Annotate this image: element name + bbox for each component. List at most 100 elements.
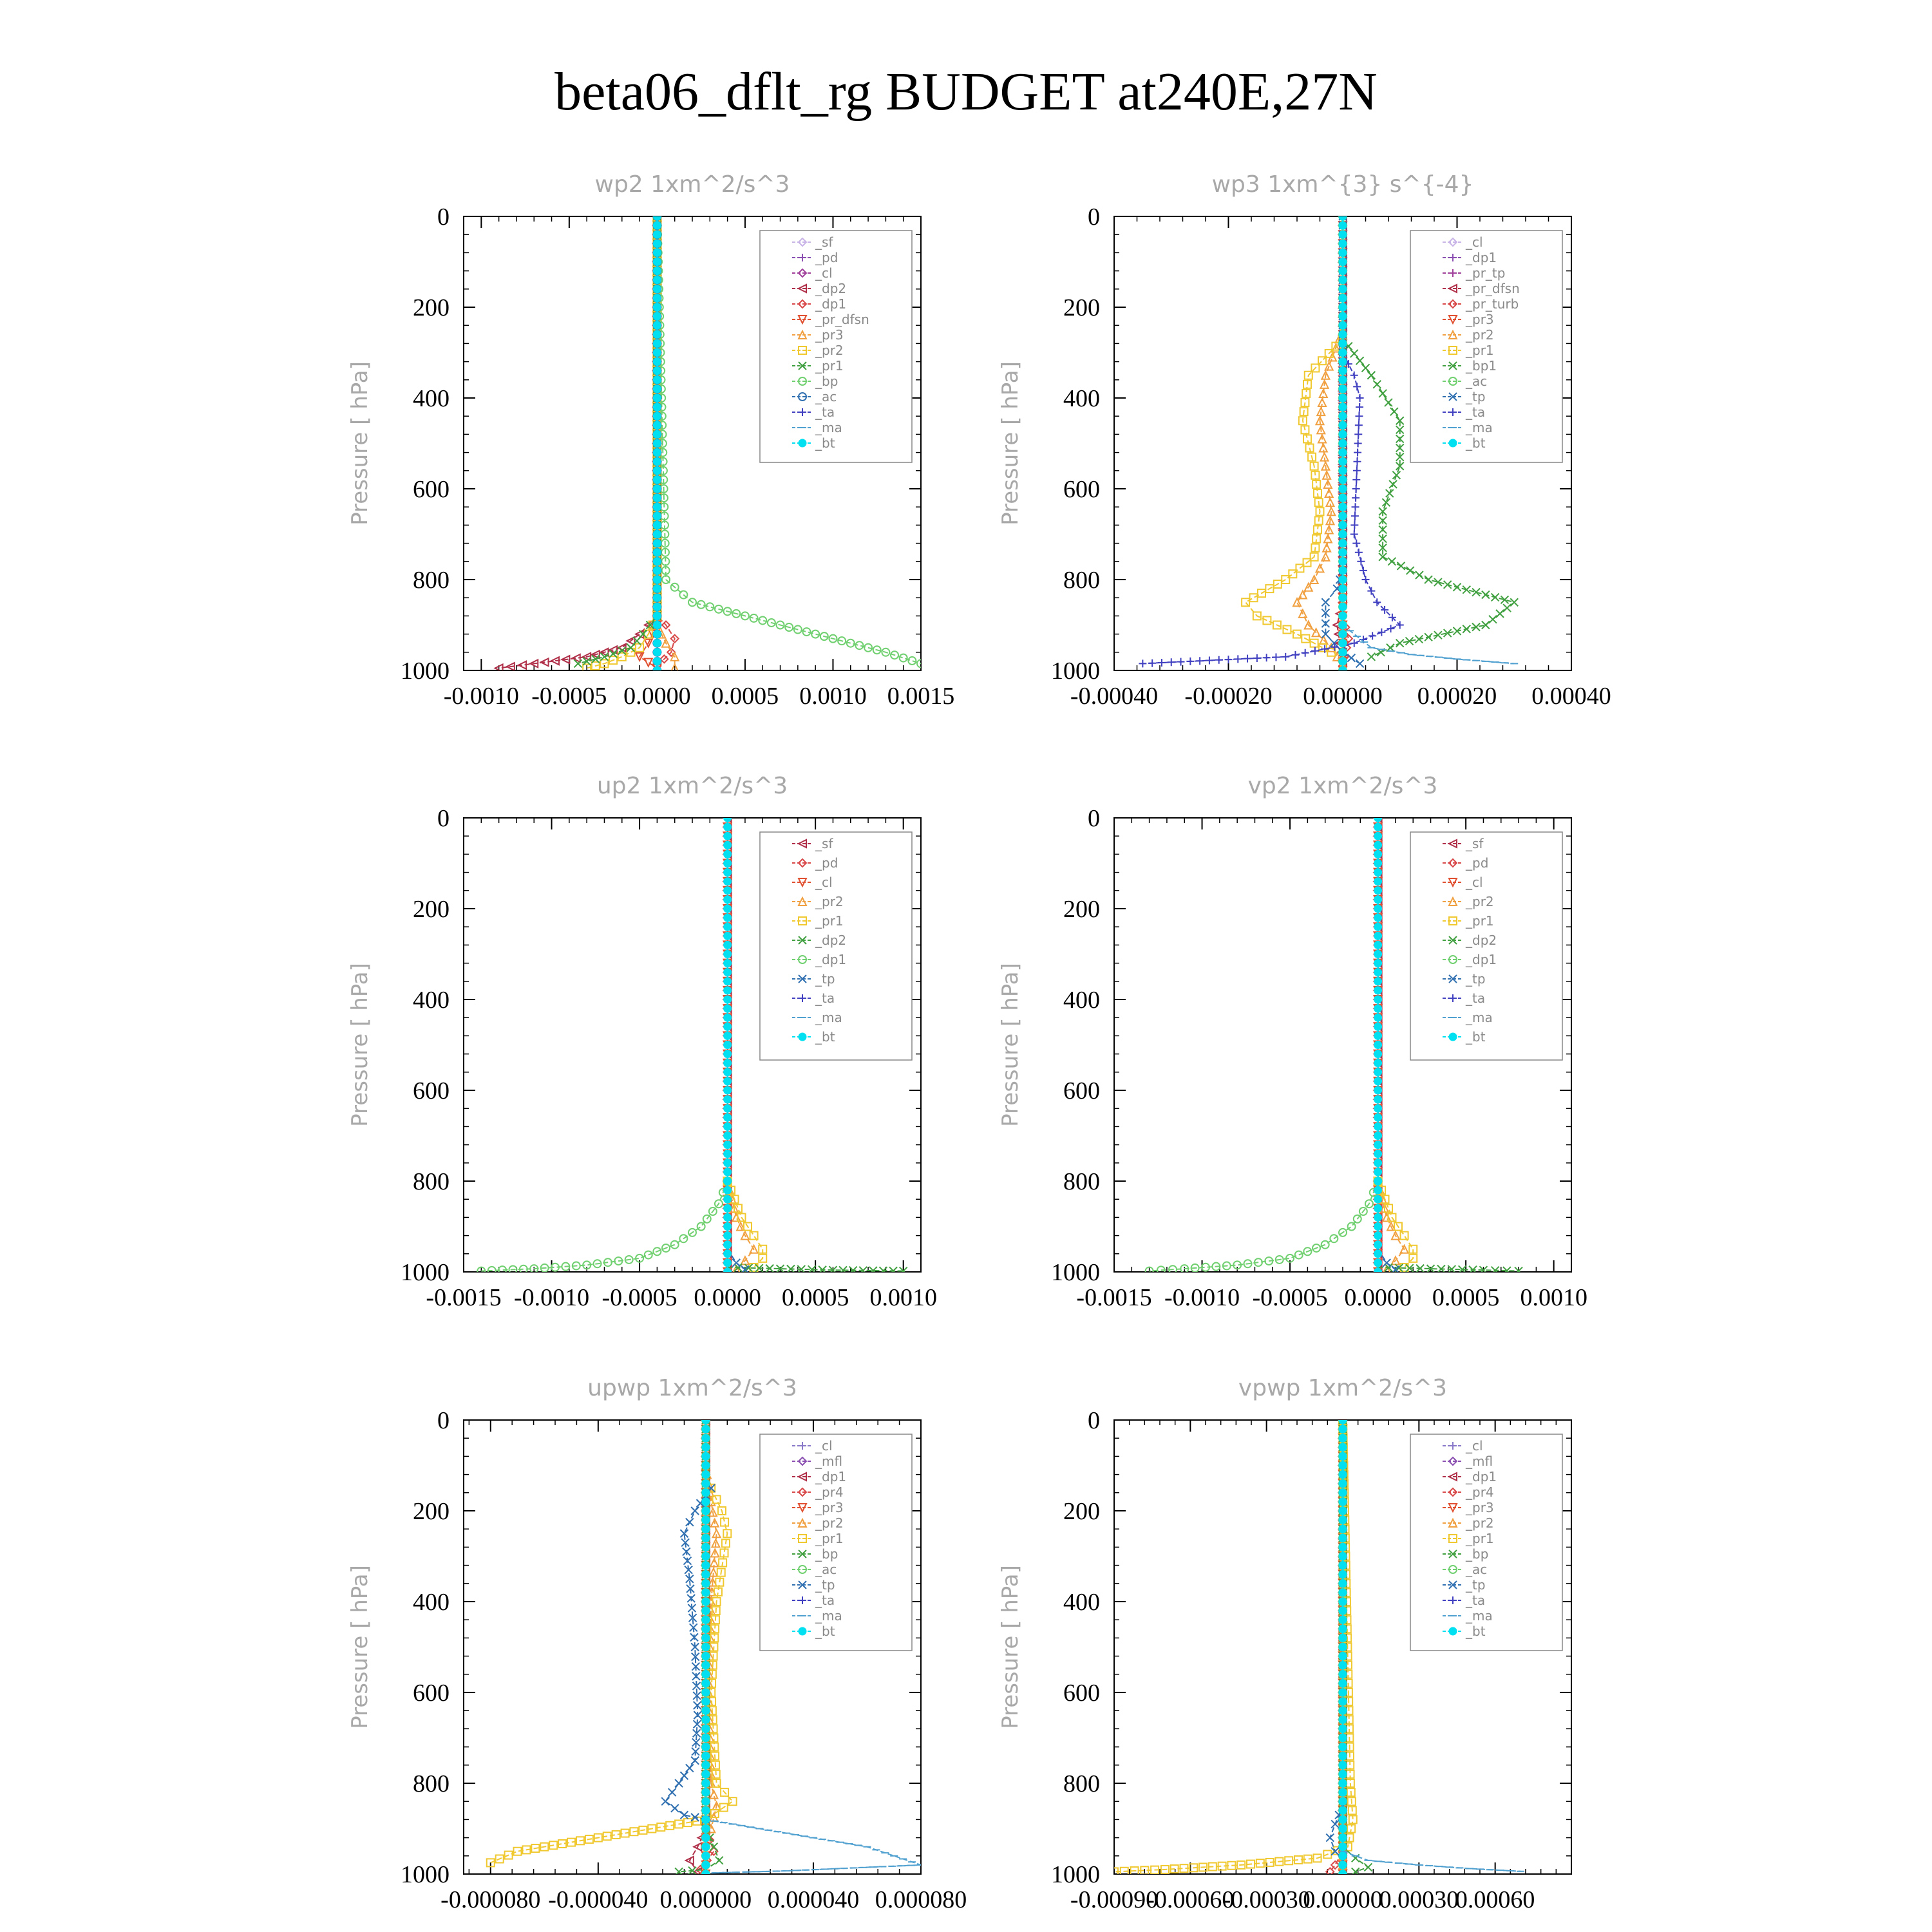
data-point bbox=[1338, 1570, 1347, 1579]
data-point bbox=[1320, 551, 1331, 562]
data-point bbox=[1364, 1199, 1374, 1209]
data-point bbox=[1363, 1862, 1373, 1872]
data-point bbox=[1338, 375, 1347, 384]
data-point bbox=[723, 1022, 732, 1031]
data-point bbox=[819, 632, 829, 641]
legend-item: _pr2 bbox=[792, 343, 844, 358]
legend-marker bbox=[1448, 1517, 1458, 1528]
data-point bbox=[1338, 339, 1347, 348]
data-point bbox=[1354, 448, 1362, 457]
legend-label: _dp1 bbox=[815, 296, 846, 312]
data-point bbox=[1338, 1434, 1347, 1443]
data-point bbox=[1367, 652, 1376, 661]
data-point bbox=[1437, 1264, 1446, 1272]
data-point bbox=[758, 1253, 768, 1263]
data-point bbox=[1303, 620, 1314, 630]
data-point bbox=[661, 1797, 670, 1806]
series-ma bbox=[1339, 624, 1519, 665]
legend-label: _cl bbox=[815, 875, 833, 890]
data-point bbox=[652, 384, 661, 393]
data-point bbox=[1318, 388, 1329, 398]
data-point bbox=[1338, 1761, 1347, 1770]
series-dp1 bbox=[1144, 1177, 1383, 1272]
data-point bbox=[652, 393, 661, 402]
data-point bbox=[1353, 457, 1361, 466]
data-point bbox=[708, 1507, 718, 1517]
data-point bbox=[690, 1642, 699, 1652]
data-point bbox=[495, 1854, 504, 1864]
data-point bbox=[665, 1821, 675, 1830]
y-tick-label: 800 bbox=[413, 1168, 450, 1195]
y-tick-label: 800 bbox=[1063, 567, 1100, 594]
data-point bbox=[1338, 1470, 1347, 1479]
chart-panel-4: vp2 1xm^2/s^3 -0.0015 -0.0010 -0.0005 0.0000… bbox=[998, 773, 1587, 1311]
data-point bbox=[837, 636, 847, 646]
data-point bbox=[1272, 653, 1280, 661]
data-point bbox=[1367, 371, 1376, 380]
data-point bbox=[1374, 913, 1383, 922]
legend-item: _dp1 bbox=[1443, 1469, 1497, 1484]
data-point bbox=[1396, 621, 1404, 629]
data-point bbox=[1338, 448, 1347, 457]
data-point bbox=[1374, 831, 1383, 840]
data-point bbox=[723, 840, 732, 849]
legend-label: _ma bbox=[1465, 1010, 1493, 1025]
data-point bbox=[758, 1244, 768, 1254]
data-point bbox=[685, 1763, 694, 1773]
data-point bbox=[723, 868, 732, 877]
data-point bbox=[1378, 516, 1387, 526]
data-point bbox=[602, 1832, 612, 1841]
data-point bbox=[710, 1615, 720, 1625]
data-point bbox=[1338, 1624, 1347, 1633]
legend-marker bbox=[1447, 1472, 1457, 1482]
data-point bbox=[1352, 539, 1361, 547]
legend-item: _dp2 bbox=[792, 933, 846, 948]
legend-marker bbox=[1448, 1456, 1458, 1466]
data-point bbox=[710, 1809, 719, 1818]
data-point bbox=[1321, 542, 1332, 553]
legend-label: _ta bbox=[815, 990, 835, 1006]
data-point bbox=[652, 648, 661, 657]
legend-marker bbox=[798, 377, 807, 386]
data-point bbox=[690, 1756, 699, 1765]
data-point bbox=[1338, 630, 1347, 639]
data-point bbox=[1338, 312, 1347, 321]
data-point bbox=[1338, 1552, 1347, 1560]
legend-label: _pr2 bbox=[815, 1515, 844, 1531]
data-point bbox=[765, 1264, 774, 1272]
data-point bbox=[674, 1819, 684, 1829]
data-point bbox=[582, 663, 592, 670]
y-tick-label: 1000 bbox=[401, 658, 450, 685]
data-point bbox=[1350, 371, 1358, 379]
data-point bbox=[710, 1751, 720, 1761]
legend-label: _dp2 bbox=[815, 933, 846, 948]
data-point bbox=[1374, 1258, 1383, 1267]
data-point bbox=[1338, 1661, 1347, 1670]
legend-label: _sf bbox=[815, 836, 833, 851]
data-point bbox=[701, 1779, 710, 1788]
data-point bbox=[723, 940, 732, 949]
data-point bbox=[696, 1222, 706, 1231]
data-point bbox=[701, 1697, 710, 1706]
data-point bbox=[701, 1425, 710, 1434]
data-point bbox=[1338, 1561, 1347, 1570]
legend-label: _bt bbox=[815, 1624, 835, 1639]
data-point bbox=[1374, 849, 1383, 858]
data-point bbox=[1338, 1542, 1347, 1551]
legend-label: _dp2 bbox=[815, 281, 846, 296]
data-point bbox=[1350, 639, 1358, 647]
legend-label: _pr_tp bbox=[1465, 265, 1505, 281]
data-point bbox=[1399, 1231, 1409, 1240]
data-point bbox=[1415, 571, 1424, 580]
data-point bbox=[701, 1488, 710, 1497]
legend-marker bbox=[1448, 1032, 1457, 1041]
data-point bbox=[1312, 525, 1322, 535]
x-tick-label: -0.00060 bbox=[1146, 1886, 1234, 1913]
legend-item: _cl bbox=[1443, 875, 1483, 890]
legend-marker bbox=[1448, 896, 1458, 906]
data-point bbox=[1325, 497, 1336, 507]
data-point bbox=[1318, 356, 1327, 366]
data-point bbox=[711, 1769, 721, 1779]
data-point bbox=[723, 1132, 732, 1140]
x-tick-label: -0.00030 bbox=[1223, 1886, 1311, 1913]
